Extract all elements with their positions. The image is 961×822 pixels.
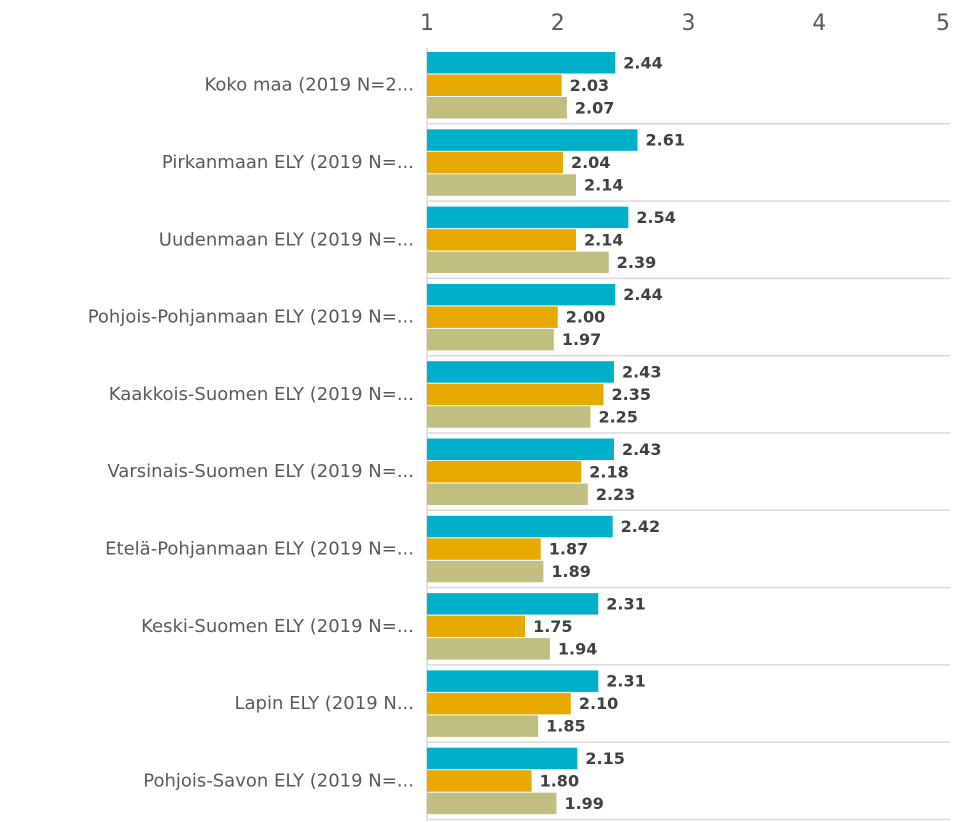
- x-tick-label: 4: [812, 11, 826, 36]
- x-tick-label: 2: [551, 11, 565, 36]
- value-label: 2.00: [566, 308, 605, 327]
- bar: [427, 670, 599, 692]
- value-label: 2.23: [596, 485, 635, 504]
- bar: [427, 560, 544, 583]
- bar: [427, 251, 609, 274]
- value-label: 1.97: [562, 330, 601, 349]
- category-label: Koko maa (2019 N=2...: [205, 75, 414, 96]
- value-label: 2.15: [585, 749, 624, 768]
- bar: [427, 715, 539, 737]
- bar: [427, 483, 588, 505]
- bar: [427, 328, 554, 351]
- value-label: 2.14: [584, 176, 623, 195]
- bar: [427, 406, 591, 428]
- category-label: Pirkanmaan ELY (2019 N=...: [162, 152, 414, 173]
- value-label: 2.42: [621, 517, 660, 536]
- value-label: 2.31: [606, 594, 645, 613]
- bar: [427, 792, 557, 815]
- bar: [427, 174, 577, 196]
- x-tick-label: 3: [682, 11, 696, 36]
- value-label: 2.10: [579, 694, 618, 713]
- bar: [427, 229, 577, 251]
- bar: [427, 129, 638, 151]
- bar: [427, 52, 616, 74]
- bar: [427, 747, 578, 770]
- bar: [427, 283, 616, 306]
- bar: [427, 615, 526, 638]
- bar: [427, 515, 613, 538]
- category-label: Lapin ELY (2019 N...: [234, 693, 414, 714]
- x-tick-label: 5: [936, 11, 950, 36]
- value-label: 2.43: [622, 440, 661, 459]
- category-label: Pohjois-Pohjanmaan ELY (2019 N=...: [88, 307, 414, 328]
- value-label: 1.94: [558, 639, 597, 658]
- value-label: 1.89: [551, 562, 590, 581]
- bar: [427, 770, 532, 792]
- value-label: 2.43: [622, 362, 661, 381]
- bar: [427, 692, 571, 715]
- value-label: 1.99: [564, 794, 603, 813]
- value-label: 2.39: [617, 253, 656, 272]
- value-label: 2.04: [571, 153, 610, 172]
- category-label: Kaakkois-Suomen ELY (2019 N=...: [109, 384, 414, 405]
- category-label: Pohjois-Savon ELY (2019 N=...: [143, 770, 414, 791]
- category-label: Keski-Suomen ELY (2019 N=...: [141, 616, 414, 637]
- bar: [427, 438, 614, 460]
- bar: [427, 383, 604, 406]
- value-label: 2.14: [584, 230, 623, 249]
- value-label: 2.18: [589, 462, 628, 481]
- bar: [427, 461, 582, 483]
- bar: [427, 593, 599, 615]
- value-label: 1.87: [549, 540, 588, 559]
- bar: [427, 74, 562, 96]
- x-tick-label: 1: [420, 11, 434, 36]
- value-label: 2.25: [598, 407, 637, 426]
- category-label: Uudenmaan ELY (2019 N=...: [159, 229, 414, 250]
- category-label: Varsinais-Suomen ELY (2019 N=...: [107, 461, 414, 482]
- bar: [427, 97, 567, 119]
- value-label: 1.80: [540, 771, 579, 790]
- bar: [427, 538, 541, 560]
- bar: [427, 306, 558, 328]
- category-label: Etelä-Pohjanmaan ELY (2019 N=...: [105, 538, 414, 559]
- bar: [427, 151, 563, 174]
- value-label: 1.85: [546, 717, 585, 736]
- value-label: 2.03: [570, 76, 609, 95]
- value-label: 2.35: [612, 385, 651, 404]
- value-label: 2.07: [575, 98, 614, 117]
- value-label: 1.75: [533, 617, 572, 636]
- bar: [427, 361, 614, 383]
- value-label: 2.44: [623, 285, 662, 304]
- bar: [427, 638, 550, 660]
- value-label: 2.31: [606, 672, 645, 691]
- bar: [427, 206, 629, 229]
- value-label: 2.44: [623, 53, 662, 72]
- value-label: 2.61: [646, 131, 685, 150]
- value-label: 2.54: [636, 208, 675, 227]
